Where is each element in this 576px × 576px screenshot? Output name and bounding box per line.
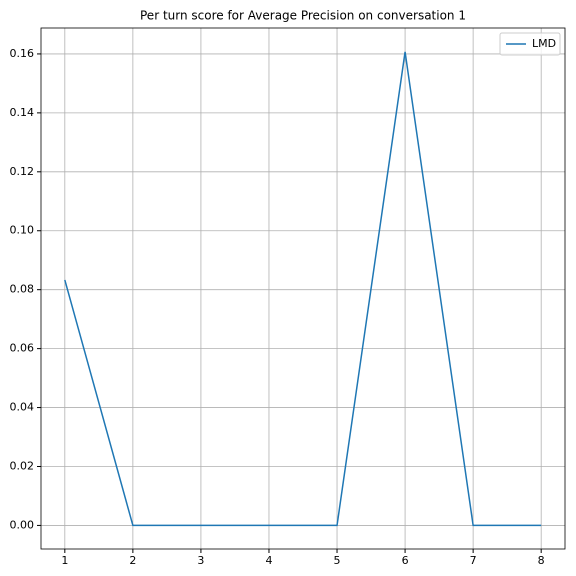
plot-frame xyxy=(40,27,566,550)
y-tick-label: 0.14 xyxy=(10,106,35,119)
x-tick-label: 4 xyxy=(265,554,272,567)
x-tick-label: 5 xyxy=(334,554,341,567)
y-tick-label: 0.12 xyxy=(10,165,35,178)
y-tick-label: 0.08 xyxy=(10,283,35,296)
y-tick-label: 0.16 xyxy=(10,47,35,60)
y-tick-label: 0.00 xyxy=(10,518,35,531)
x-tick-label: 1 xyxy=(61,554,68,567)
y-tick-label: 0.10 xyxy=(10,224,35,237)
x-tick-label: 3 xyxy=(197,554,204,567)
y-tick-label: 0.06 xyxy=(10,342,35,355)
x-tick-label: 8 xyxy=(538,554,545,567)
legend-label: LMD xyxy=(532,37,556,50)
legend-box xyxy=(499,32,561,56)
y-tick-label: 0.04 xyxy=(10,401,35,414)
x-tick-label: 2 xyxy=(129,554,136,567)
x-tick-label: 7 xyxy=(470,554,477,567)
chart-title: Per turn score for Average Precision on … xyxy=(140,9,466,23)
line xyxy=(64,51,542,527)
y-tick-label: 0.02 xyxy=(10,459,35,472)
x-tick-label: 6 xyxy=(402,554,409,567)
